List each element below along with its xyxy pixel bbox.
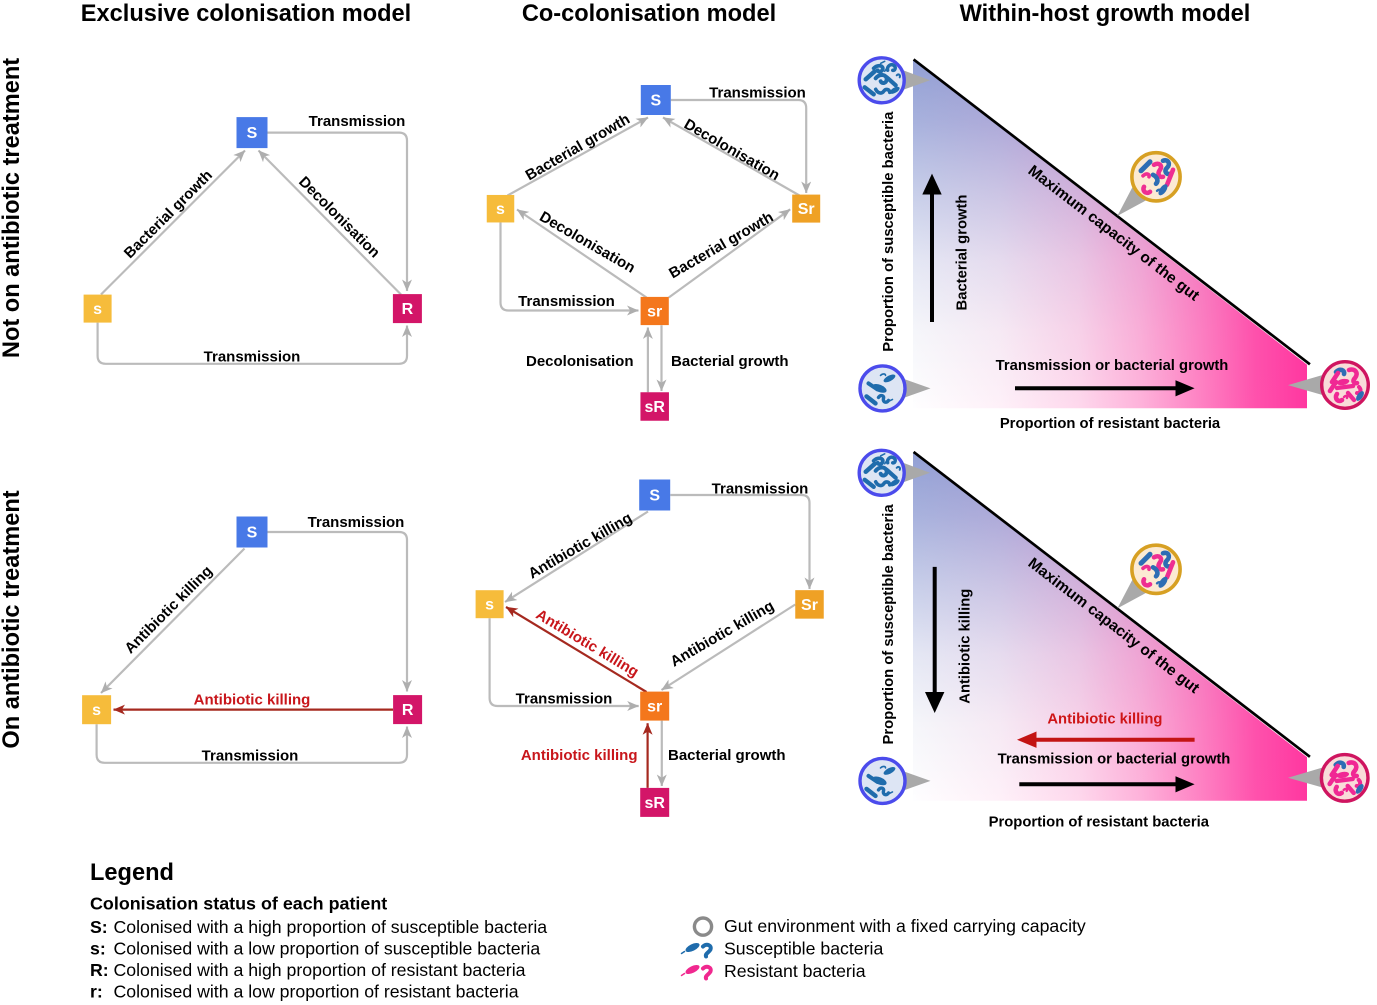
- svg-text:Proportion of susceptible bact: Proportion of susceptible bacteria: [881, 504, 897, 745]
- svg-text:Transmission: Transmission: [202, 747, 299, 764]
- svg-text:sR: sR: [644, 399, 665, 416]
- svg-text:S: S: [649, 488, 660, 505]
- svg-text:Bacterial growth: Bacterial growth: [671, 353, 789, 370]
- svg-text:Antibiotic killing: Antibiotic killing: [194, 692, 311, 709]
- svg-text:Proportion of resistant bacter: Proportion of resistant bacteria: [1000, 416, 1221, 432]
- svg-text:Resistant bacteria: Resistant bacteria: [724, 961, 866, 981]
- svg-text:R:Colonised with a high propor: R: Colonised with a high proportion of re…: [90, 960, 526, 980]
- svg-text:Decolonisation: Decolonisation: [526, 353, 634, 370]
- svg-text:Exclusive colonisation model: Exclusive colonisation model: [81, 1, 411, 27]
- svg-text:sR: sR: [644, 795, 665, 812]
- svg-text:Antibiotic killing: Antibiotic killing: [1047, 712, 1162, 728]
- svg-text:s:Colonised with a low proport: s: Colonised with a low proportion of sus…: [90, 939, 540, 959]
- svg-text:Sr: Sr: [801, 597, 818, 614]
- svg-text:Bacterial growth: Bacterial growth: [668, 747, 786, 764]
- svg-text:Transmission: Transmission: [709, 84, 806, 101]
- svg-text:On antibiotic treatment: On antibiotic treatment: [0, 490, 25, 748]
- svg-text:Legend: Legend: [90, 860, 174, 886]
- svg-text:sr: sr: [647, 699, 662, 716]
- svg-text:sr: sr: [647, 304, 662, 321]
- svg-text:R: R: [402, 301, 414, 318]
- svg-text:Antibiotic killing: Antibiotic killing: [957, 589, 973, 704]
- svg-text:Co-colonisation model: Co-colonisation model: [522, 1, 776, 27]
- svg-text:S: S: [650, 93, 661, 110]
- svg-text:Antibiotic killing: Antibiotic killing: [521, 747, 638, 764]
- svg-text:S: S: [247, 525, 258, 542]
- svg-text:Gut environment with a fixed c: Gut environment with a fixed carrying ca…: [724, 916, 1086, 936]
- svg-text:Within-host growth model: Within-host growth model: [960, 1, 1251, 27]
- svg-text:Transmission: Transmission: [712, 480, 809, 497]
- svg-text:Transmission: Transmission: [518, 293, 615, 310]
- svg-text:Transmission or bacterial grow: Transmission or bacterial growth: [998, 752, 1231, 768]
- svg-text:r:Colonised with a low proport: r: Colonised with a low proportion of res…: [90, 982, 519, 1002]
- svg-text:Proportion of resistant bacter: Proportion of resistant bacteria: [989, 814, 1210, 830]
- svg-text:s: s: [92, 702, 101, 719]
- svg-text:s: s: [93, 301, 102, 318]
- svg-text:Transmission: Transmission: [308, 514, 405, 531]
- svg-text:R: R: [402, 702, 414, 719]
- svg-text:S:Colonised with a high propor: S: Colonised with a high proportion of su…: [90, 917, 547, 937]
- svg-text:s: s: [496, 201, 505, 218]
- svg-text:S: S: [247, 125, 258, 142]
- svg-text:Proportion of susceptible bact: Proportion of susceptible bacteria: [881, 111, 897, 352]
- svg-text:Colonisation status of each pa: Colonisation status of each patient: [90, 894, 387, 914]
- svg-text:s: s: [485, 597, 494, 614]
- svg-text:Transmission: Transmission: [516, 690, 613, 707]
- svg-text:Sr: Sr: [798, 201, 815, 218]
- svg-text:Susceptible bacteria: Susceptible bacteria: [724, 939, 883, 959]
- svg-text:Not on antibiotic treatment: Not on antibiotic treatment: [0, 58, 25, 358]
- svg-text:Bacterial growth: Bacterial growth: [954, 195, 970, 311]
- svg-text:Transmission: Transmission: [204, 349, 301, 366]
- svg-text:Transmission: Transmission: [309, 113, 406, 130]
- svg-text:Transmission or bacterial grow: Transmission or bacterial growth: [996, 358, 1229, 374]
